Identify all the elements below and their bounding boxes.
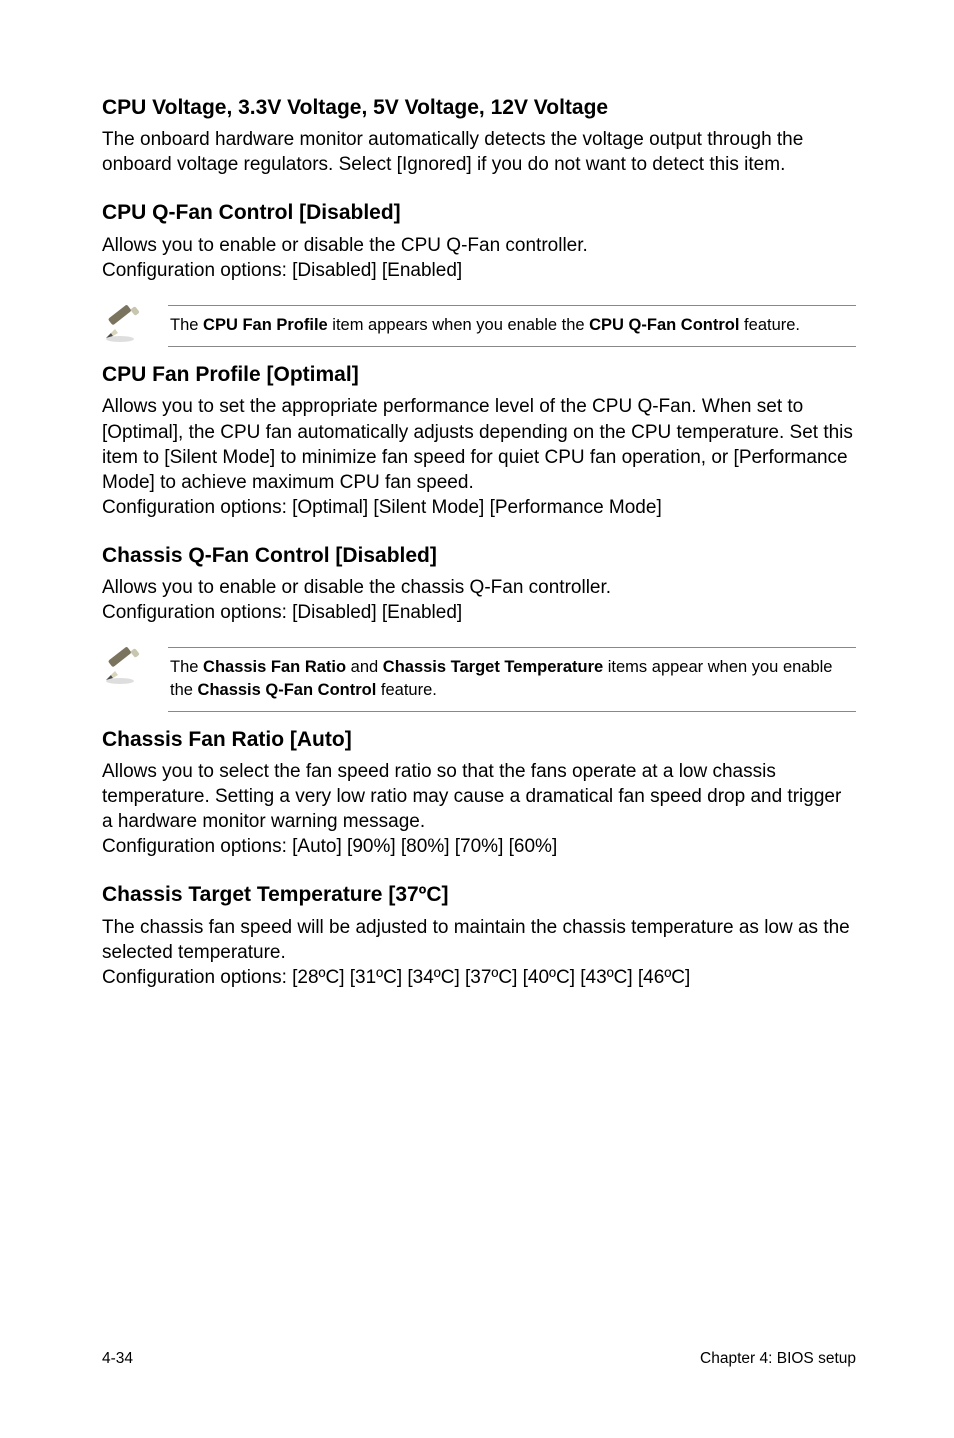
body-text: The chassis fan speed will be adjusted t… xyxy=(102,915,856,990)
section-chassis-target-temp: Chassis Target Temperature [37ºC] The ch… xyxy=(102,881,856,990)
body-text: Allows you to enable or disable the chas… xyxy=(102,575,856,625)
footer-chapter: Chapter 4: BIOS setup xyxy=(700,1350,856,1368)
footer-page-number: 4-34 xyxy=(102,1350,133,1368)
t-bold: Chassis Target Temperature xyxy=(383,658,603,676)
t-bold: Chassis Fan Ratio xyxy=(203,658,346,676)
note-chassis-fan: The Chassis Fan Ratio and Chassis Target… xyxy=(102,647,856,712)
t: item appears when you enable the xyxy=(328,316,589,334)
section-cpu-voltage: CPU Voltage, 3.3V Voltage, 5V Voltage, 1… xyxy=(102,94,856,177)
t-bold: CPU Fan Profile xyxy=(203,316,328,334)
body-text: Allows you to enable or disable the CPU … xyxy=(102,233,856,283)
page-footer: 4-34 Chapter 4: BIOS setup xyxy=(102,1350,856,1368)
pencil-note-icon xyxy=(102,647,146,687)
page-content: CPU Voltage, 3.3V Voltage, 5V Voltage, 1… xyxy=(0,0,954,990)
t: feature. xyxy=(739,316,800,334)
body-text: Allows you to select the fan speed ratio… xyxy=(102,759,856,859)
heading: Chassis Target Temperature [37ºC] xyxy=(102,881,856,908)
heading: CPU Fan Profile [Optimal] xyxy=(102,361,856,388)
heading: Chassis Fan Ratio [Auto] xyxy=(102,726,856,753)
section-chassis-fan-ratio: Chassis Fan Ratio [Auto] Allows you to s… xyxy=(102,726,856,860)
pencil-note-icon xyxy=(102,305,146,345)
heading: CPU Q-Fan Control [Disabled] xyxy=(102,199,856,226)
body-text: The onboard hardware monitor automatical… xyxy=(102,127,856,177)
t-bold: Chassis Q-Fan Control xyxy=(198,681,377,699)
section-chassis-qfan: Chassis Q-Fan Control [Disabled] Allows … xyxy=(102,542,856,625)
section-cpu-fan-profile: CPU Fan Profile [Optimal] Allows you to … xyxy=(102,361,856,520)
t: feature. xyxy=(376,681,437,699)
t: and xyxy=(346,658,383,676)
note-text: The Chassis Fan Ratio and Chassis Target… xyxy=(170,656,854,701)
note-cpu-fan-profile: The CPU Fan Profile item appears when yo… xyxy=(102,305,856,347)
note-box: The Chassis Fan Ratio and Chassis Target… xyxy=(168,647,856,712)
heading: CPU Voltage, 3.3V Voltage, 5V Voltage, 1… xyxy=(102,94,856,121)
t: The xyxy=(170,658,203,676)
body-text: Allows you to set the appropriate perfor… xyxy=(102,394,856,519)
section-cpu-qfan: CPU Q-Fan Control [Disabled] Allows you … xyxy=(102,199,856,282)
heading: Chassis Q-Fan Control [Disabled] xyxy=(102,542,856,569)
t: The xyxy=(170,316,203,334)
note-text: The CPU Fan Profile item appears when yo… xyxy=(170,314,854,336)
note-box: The CPU Fan Profile item appears when yo… xyxy=(168,305,856,347)
t-bold: CPU Q-Fan Control xyxy=(589,316,739,334)
